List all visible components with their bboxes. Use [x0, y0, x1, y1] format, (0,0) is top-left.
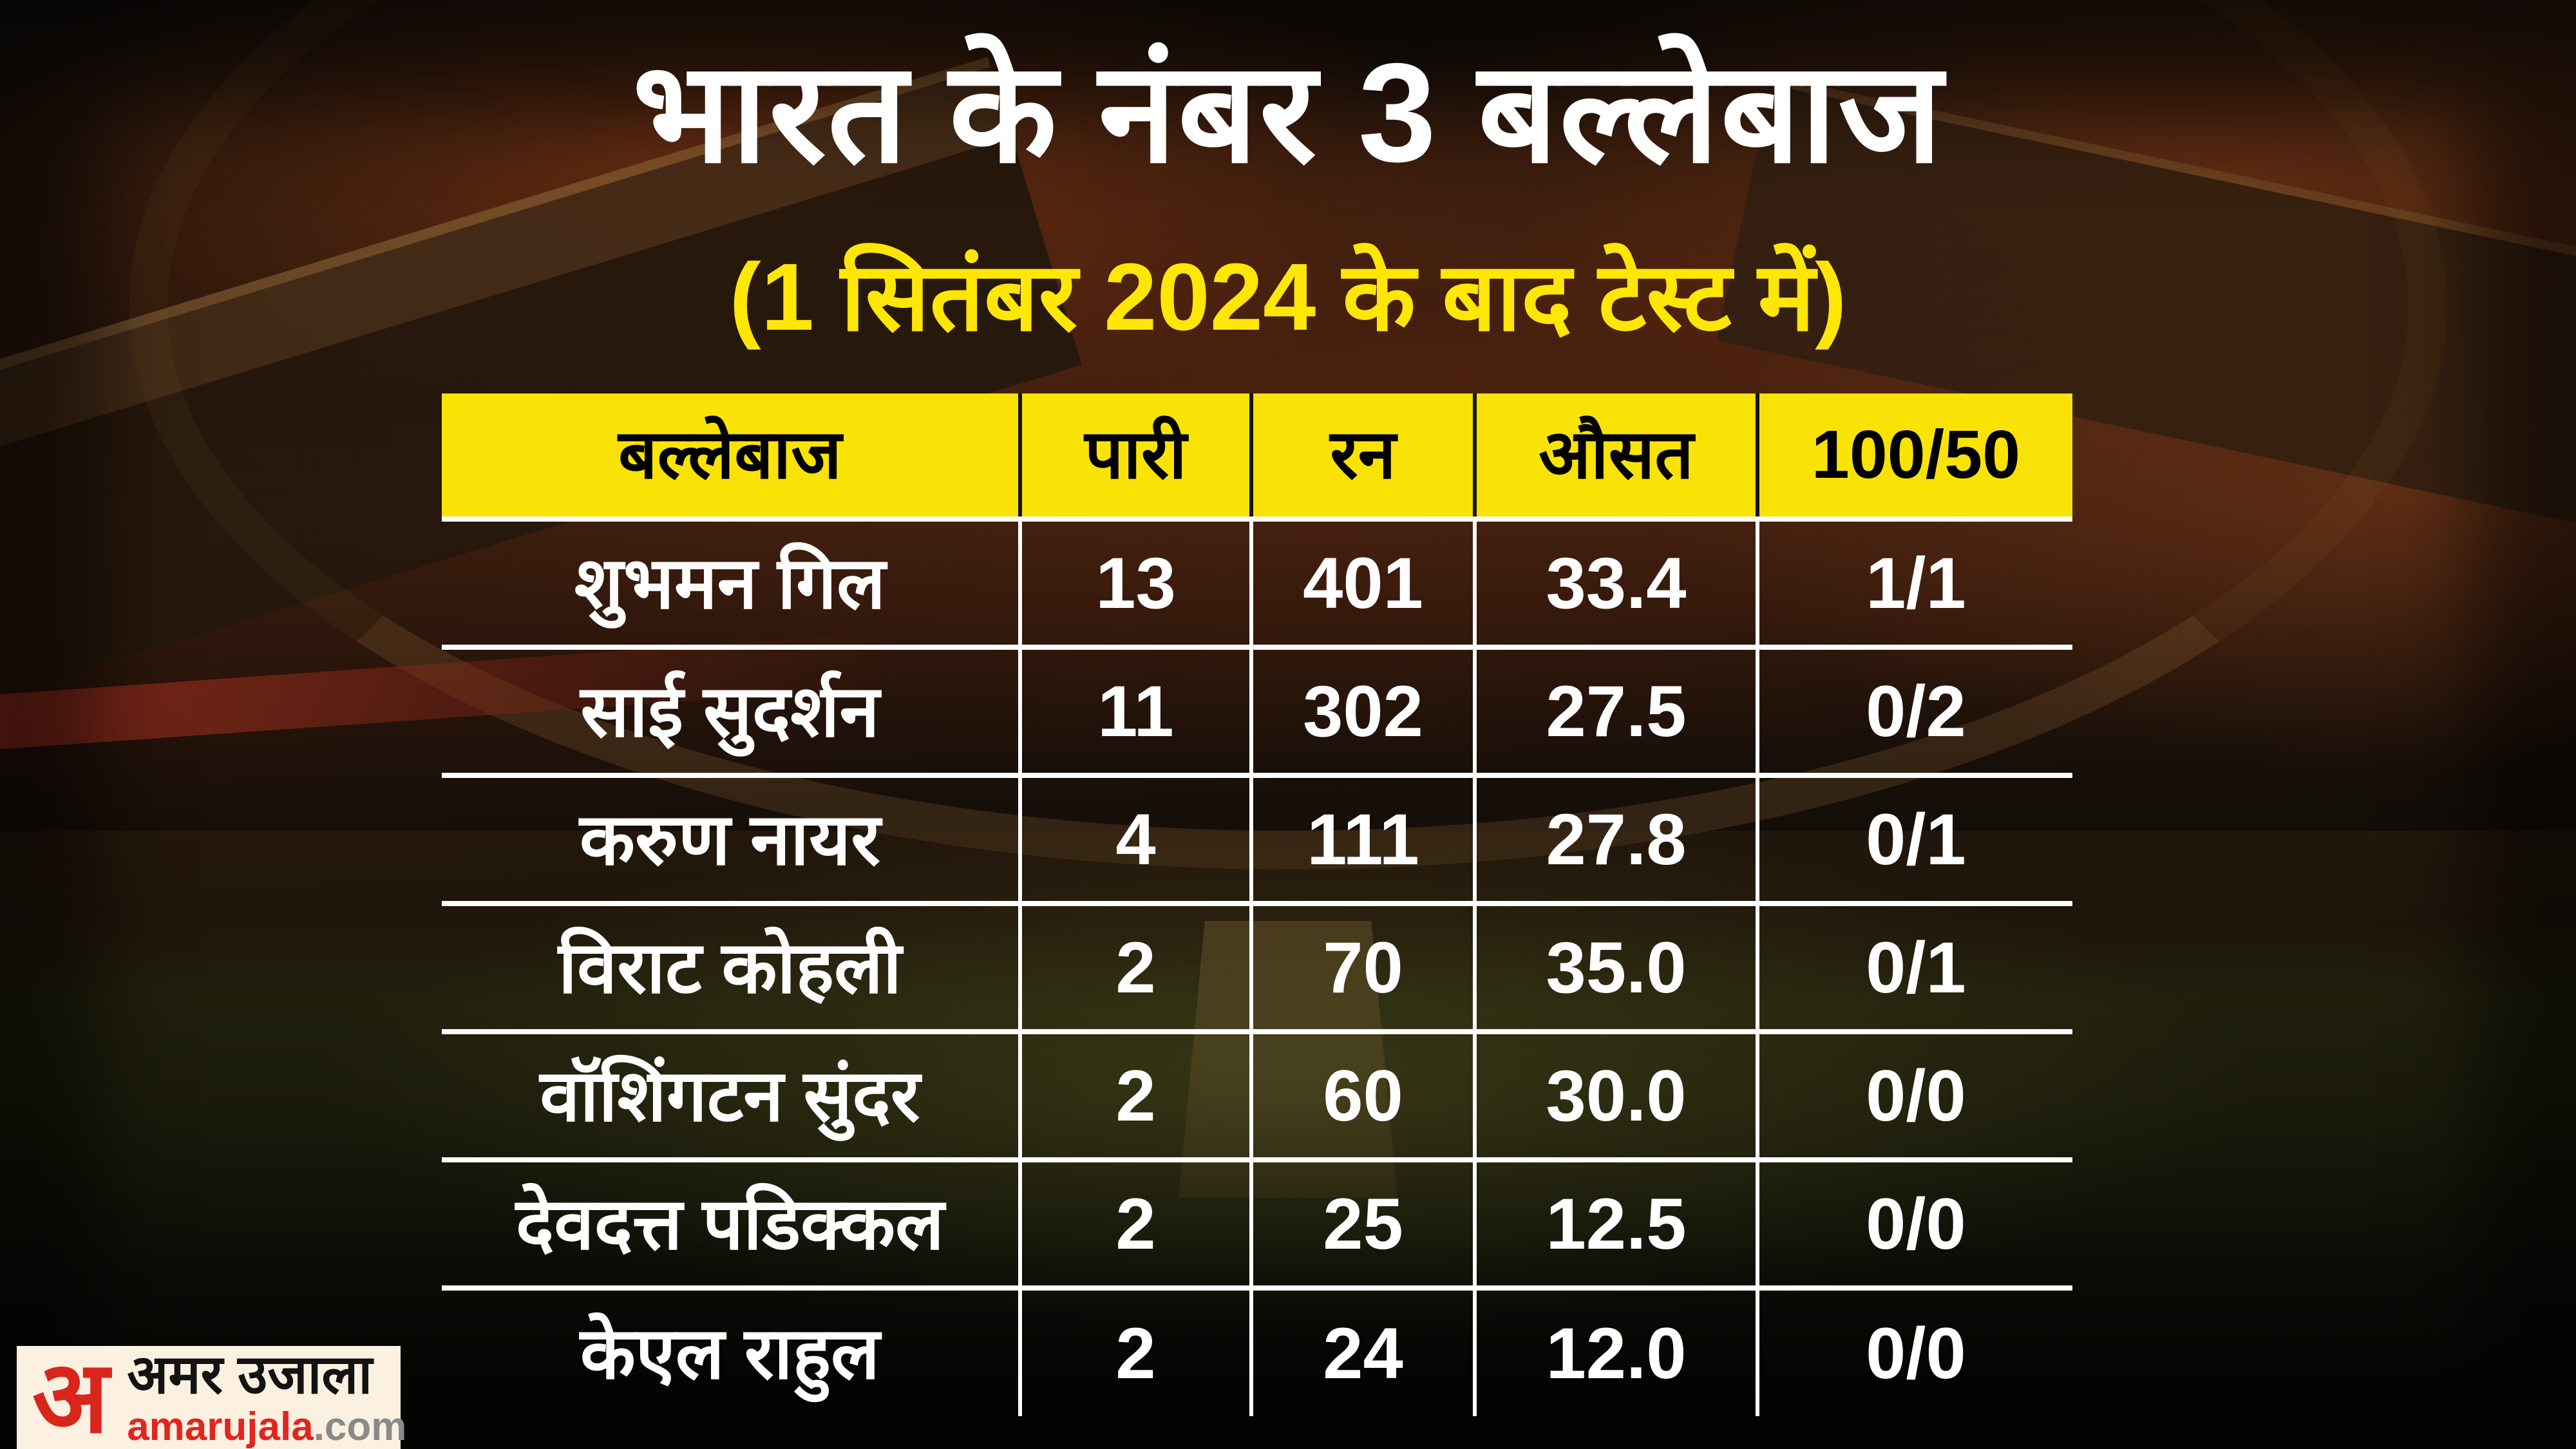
cell-innings: 4: [1022, 778, 1253, 901]
cell-player-name: साई सुदर्शन: [442, 650, 1022, 773]
amar-ujala-logo-text: अमर उजाला amarujala.com: [127, 1347, 406, 1448]
column-header-100-50: 100/50: [1811, 417, 2021, 493]
cell-average: 33.4: [1477, 522, 1759, 645]
page-title: भारत के नंबर 3 बल्लेबाज: [632, 35, 1944, 191]
cell-player-name: देवदत्त पडिक्कल: [442, 1162, 1022, 1285]
cricket-pitch: [1179, 921, 1397, 1198]
cell-runs: 25: [1253, 1162, 1477, 1285]
cell-average: 27.8: [1477, 778, 1759, 901]
cell-player-name: शुभमन गिल: [442, 522, 1022, 645]
table-row: देवदत्त पडिक्कल 2 25 12.5 0/0: [442, 1162, 2072, 1291]
cell-runs: 70: [1253, 906, 1477, 1029]
table-header-row: बल्लेबाज पारी रन औसत 100/50: [442, 393, 2072, 522]
column-header-average: औसत: [1477, 393, 1759, 516]
column-header-batsman: बल्लेबाज: [442, 393, 1022, 516]
stats-table: बल्लेबाज पारी रन औसत 100/50 शुभमन गिल 13…: [442, 393, 2072, 1416]
cell-runs: 111: [1253, 778, 1477, 901]
cell-average: 35.0: [1477, 906, 1759, 1029]
cell-average: 30.0: [1477, 1034, 1759, 1157]
table-row: करुण नायर 4 111 27.8 0/1: [442, 778, 2072, 906]
cell-player-name: करुण नायर: [442, 778, 1022, 901]
amar-ujala-domain-name: amarujala: [127, 1405, 314, 1449]
column-header-runs: रन: [1253, 393, 1477, 516]
cell-100-50: 0/0: [1866, 1055, 1966, 1136]
cell-100-50: 1/1: [1866, 542, 1966, 623]
cell-player-name: वॉशिंगटन सुंदर: [442, 1034, 1022, 1157]
cell-100-50: 0/2: [1866, 670, 1966, 752]
cell-average: 12.5: [1477, 1162, 1759, 1285]
amar-ujala-domain: amarujala.com: [127, 1406, 406, 1448]
cell-average: 12.0: [1477, 1291, 1759, 1416]
table-row: केएल राहुल 2 24 12.0 0/0: [442, 1291, 2072, 1416]
cell-innings: 11: [1022, 650, 1253, 773]
table-body: शुभमन गिल 13 401 33.4 1/1 साई सुदर्शन 11…: [442, 522, 2072, 1416]
cell-innings: 2: [1022, 1162, 1253, 1285]
cell-100-50: 0/0: [1866, 1312, 1966, 1394]
table-row: वॉशिंगटन सुंदर 2 60 30.0 0/0: [442, 1034, 2072, 1162]
amar-ujala-domain-tld: .com: [313, 1405, 407, 1449]
cell-runs: 401: [1253, 522, 1477, 645]
cell-innings: 2: [1022, 906, 1253, 1029]
cell-runs: 60: [1253, 1034, 1477, 1157]
page-subtitle: (1 सितंबर 2024 के बाद टेस्ट में): [729, 244, 1847, 350]
cell-100-50: 0/0: [1866, 1183, 1966, 1264]
amar-ujala-monogram-icon: अ: [32, 1341, 109, 1449]
cell-innings: 2: [1022, 1034, 1253, 1157]
table-row: विराट कोहली 2 70 35.0 0/1: [442, 906, 2072, 1034]
stadium-field: [0, 831, 2576, 1449]
cell-innings: 13: [1022, 522, 1253, 645]
cell-100-50: 0/1: [1866, 799, 1966, 880]
cell-100-50: 0/1: [1866, 927, 1966, 1008]
amar-ujala-wordmark-hindi: अमर उजाला: [127, 1343, 373, 1405]
table-row: साई सुदर्शन 11 302 27.5 0/2: [442, 650, 2072, 778]
cell-player-name: विराट कोहली: [442, 906, 1022, 1029]
cell-innings: 2: [1022, 1291, 1253, 1416]
column-header-innings: पारी: [1022, 393, 1253, 516]
amar-ujala-logo: अ अमर उजाला amarujala.com: [17, 1341, 406, 1449]
cell-player-name: केएल राहुल: [442, 1291, 1022, 1416]
cell-runs: 24: [1253, 1291, 1477, 1416]
table-row: शुभमन गिल 13 401 33.4 1/1: [442, 522, 2072, 650]
cell-runs: 302: [1253, 650, 1477, 773]
cell-average: 27.5: [1477, 650, 1759, 773]
